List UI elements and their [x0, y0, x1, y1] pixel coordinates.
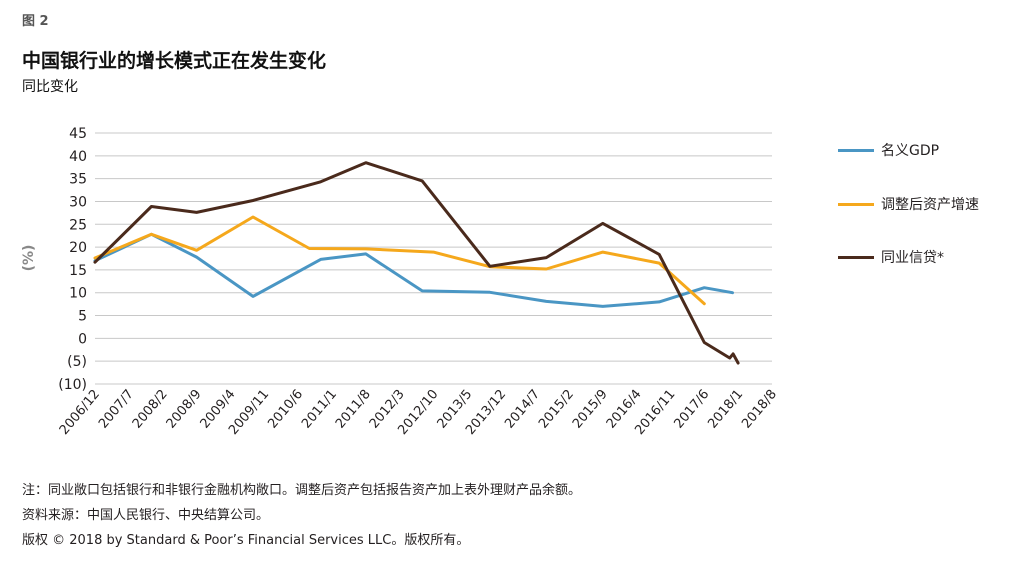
y-tick-label: 20	[69, 240, 87, 256]
x-tick-label: 2008/2	[130, 387, 171, 432]
x-tick-label: 2017/6	[671, 387, 712, 432]
y-tick-label: 15	[69, 263, 87, 279]
x-tick-label: 2011/8	[333, 387, 374, 432]
chart-title: 中国银行业的增长模式正在发生变化	[22, 50, 327, 72]
y-tick-label: 0	[78, 331, 87, 347]
footnote-copyright: 版权 © 2018 by Standard & Poor’s Financial…	[22, 533, 470, 548]
series-lines	[93, 161, 740, 365]
grid-lines	[95, 132, 772, 385]
footnote-source: 资料来源：中国人民银行、中央结算公司。	[22, 508, 270, 523]
x-axis-ticks: 2006/122007/72008/22008/92009/42009/1120…	[57, 387, 780, 438]
y-tick-label: 40	[69, 149, 87, 165]
y-tick-label: 5	[78, 309, 87, 325]
x-tick-label: 2014/7	[502, 387, 543, 432]
x-tick-label: 2018/8	[739, 387, 780, 432]
y-tick-label: 30	[69, 194, 87, 210]
y-tick-label: 35	[69, 172, 87, 188]
y-tick-label: (10)	[58, 377, 87, 393]
x-tick-label: 2006/12	[57, 387, 103, 438]
series-line-adjusted-assets	[93, 215, 706, 306]
y-tick-label: (5)	[67, 354, 87, 370]
footnotes: 注：同业敞口包括银行和非银行金融机构敞口。调整后资产包括报告资产加上表外理财产品…	[22, 478, 581, 553]
legend-swatch-interbank-credit	[838, 256, 874, 259]
series-line-interbank-credit	[93, 161, 740, 365]
y-tick-label: 25	[69, 217, 87, 233]
legend-swatch-adjusted-assets	[838, 203, 874, 206]
footnote-note: 注：同业敞口包括银行和非银行金融机构敞口。调整后资产包括报告资产加上表外理财产品…	[22, 483, 582, 498]
y-axis-label: (%)	[21, 245, 37, 272]
legend-label-nominal-gdp: 名义GDP	[881, 143, 940, 159]
x-tick-label: 2015/9	[570, 387, 611, 432]
y-tick-label: 45	[69, 126, 87, 142]
x-tick-label: 2007/7	[96, 387, 137, 432]
y-tick-label: 10	[69, 286, 87, 302]
series-line-nominal-gdp	[93, 232, 734, 308]
chart-subtitle: 同比变化	[22, 79, 78, 95]
legend-label-interbank-credit: 同业信贷*	[881, 250, 944, 266]
legend-swatch-nominal-gdp	[838, 149, 874, 152]
x-tick-label: 2010/6	[265, 387, 306, 432]
x-tick-label: 2015/2	[536, 387, 577, 432]
figure-label: 图 2	[22, 14, 49, 29]
legend-label-adjusted-assets: 调整后资产增速	[881, 197, 979, 213]
x-tick-label: 2018/1	[705, 387, 746, 432]
x-tick-label: 2008/9	[164, 387, 205, 432]
y-axis-ticks: (10) (5) 0 5 10 15 20 25 30 35 40 45	[58, 126, 87, 393]
x-tick-label: 2011/1	[299, 387, 340, 432]
